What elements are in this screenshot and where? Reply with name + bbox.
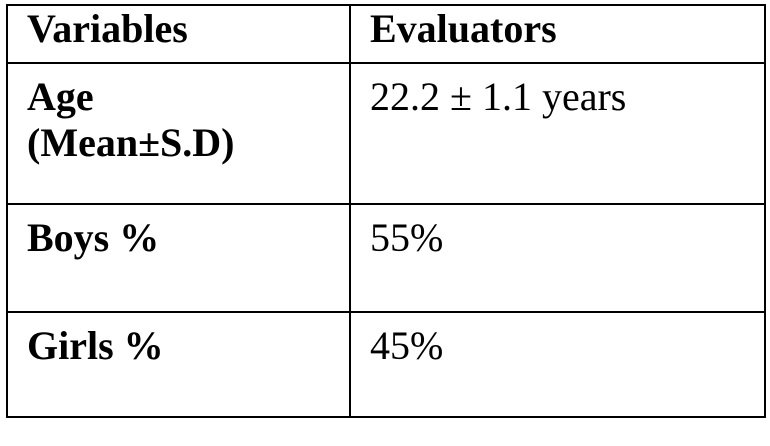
header-cell: Variables: [6, 4, 351, 64]
table: Variables Evaluators Age (Mean±S.D) 22.2…: [6, 4, 766, 418]
cell: Age (Mean±S.D): [27, 74, 235, 165]
row: Age (Mean±S.D) 22.2 ± 1.1 years: [6, 62, 766, 205]
cell: 55%: [349, 203, 766, 313]
cell: Boys %: [6, 203, 351, 313]
header-cell: Evaluators: [349, 4, 766, 64]
row: Girls % 45%: [6, 311, 766, 418]
cell: 45%: [349, 311, 766, 418]
header-row: Variables Evaluators: [6, 4, 766, 64]
row: Boys % 55%: [6, 203, 766, 313]
cell: Girls %: [6, 311, 351, 418]
cell-wrapper: Age (Mean±S.D): [6, 62, 351, 205]
cell: 22.2 ± 1.1 years: [349, 62, 766, 205]
